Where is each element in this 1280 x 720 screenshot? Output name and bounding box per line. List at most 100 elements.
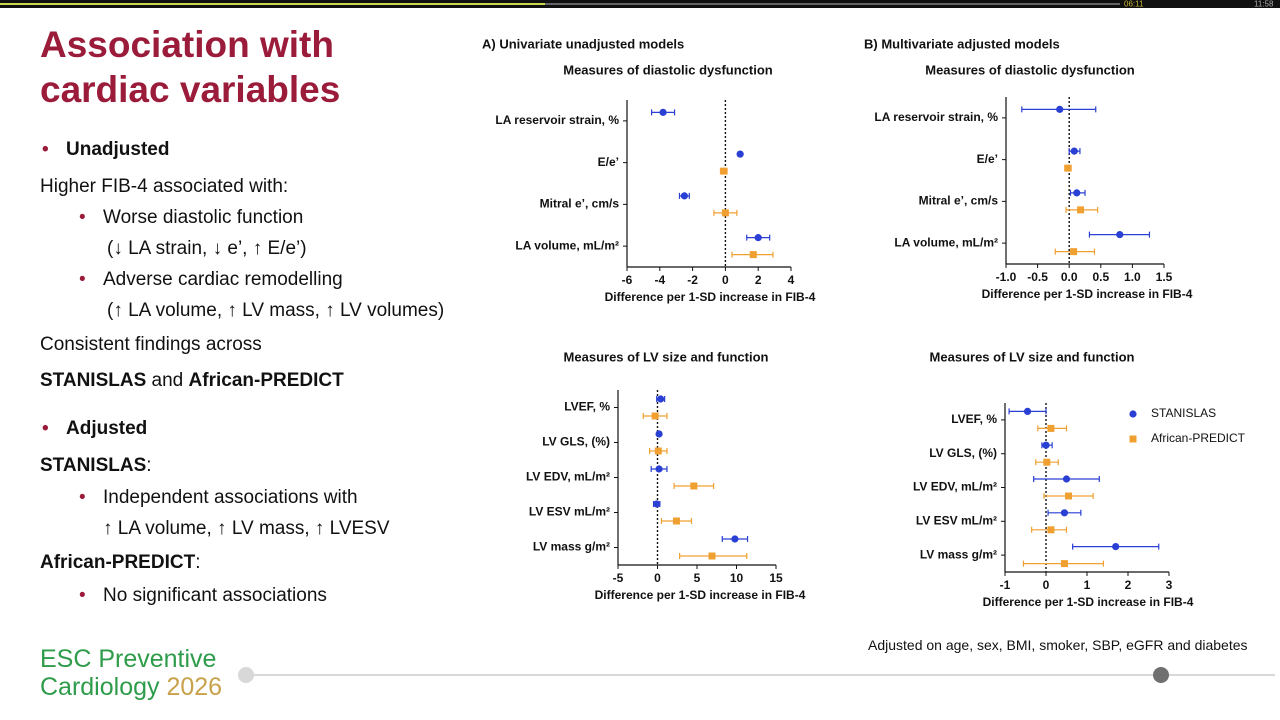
x-tick-label: 0 bbox=[722, 273, 729, 287]
y-tick-label: LVEF, % bbox=[564, 400, 610, 414]
text-line: STANISLAS: bbox=[40, 453, 152, 479]
point bbox=[654, 447, 662, 455]
x-tick-label: 10 bbox=[730, 571, 744, 585]
y-tick-label: LV ESV mL/m² bbox=[529, 505, 610, 519]
text-run: : bbox=[146, 455, 152, 476]
chart-title: Measures of diastolic dysfunction bbox=[925, 62, 1135, 77]
x-tick-label: -5 bbox=[613, 571, 624, 585]
y-tick-label: LV mass g/m² bbox=[920, 547, 997, 561]
x-tick-label: 0.0 bbox=[1061, 270, 1078, 284]
point bbox=[657, 395, 665, 403]
bullet: Adjusted bbox=[42, 416, 147, 442]
point bbox=[1070, 248, 1078, 256]
x-tick-label: 0 bbox=[654, 571, 661, 585]
panel-label: A) Univariate unadjusted models bbox=[482, 36, 684, 51]
point bbox=[1064, 164, 1072, 172]
point bbox=[721, 209, 729, 217]
bullet: Unadjusted bbox=[42, 137, 170, 163]
text-line: ↑ LA volume, ↑ LV mass, ↑ LVESV bbox=[103, 518, 390, 539]
x-tick-label: 5 bbox=[694, 571, 701, 585]
y-tick-label: LV ESV mL/m² bbox=[916, 513, 997, 527]
y-tick-label: LV GLS, (%) bbox=[929, 446, 997, 460]
video-progress bbox=[0, 3, 545, 5]
legend-marker bbox=[1129, 435, 1137, 443]
x-tick-label: 0 bbox=[1043, 578, 1050, 592]
point bbox=[736, 150, 744, 158]
video-elapsed: 06:11 bbox=[1124, 0, 1144, 9]
x-tick-label: -1.0 bbox=[996, 270, 1017, 284]
point bbox=[1056, 105, 1064, 113]
point bbox=[1023, 407, 1032, 415]
point bbox=[1116, 231, 1124, 239]
y-tick-label: Mitral e’, cm/s bbox=[540, 197, 620, 211]
y-tick-label: LV EDV, mL/m² bbox=[526, 470, 610, 484]
point bbox=[655, 430, 663, 438]
x-tick-label: 1.0 bbox=[1124, 270, 1141, 284]
y-tick-label: E/e’ bbox=[977, 152, 998, 166]
chart-title: Measures of LV size and function bbox=[564, 349, 769, 364]
legend-label: STANISLAS bbox=[1151, 406, 1216, 420]
point bbox=[720, 167, 728, 175]
x-tick-label: 0.5 bbox=[1092, 270, 1109, 284]
x-axis-label: Difference per 1-SD increase in FIB-4 bbox=[595, 588, 806, 602]
sub-bullet: Worse diastolic function bbox=[79, 205, 303, 231]
footer-dot bbox=[1153, 667, 1169, 683]
text-line: Consistent findings across bbox=[40, 334, 262, 355]
x-tick-label: 3 bbox=[1166, 578, 1173, 592]
x-tick-label: 15 bbox=[769, 571, 783, 585]
text-run: STANISLAS bbox=[40, 455, 147, 476]
x-tick-label: 2 bbox=[1125, 578, 1132, 592]
x-tick-label: -0.5 bbox=[1027, 270, 1048, 284]
point bbox=[1070, 147, 1078, 155]
point bbox=[1073, 189, 1081, 197]
footer-dot bbox=[238, 667, 254, 683]
point bbox=[708, 552, 716, 560]
y-tick-label: LVEF, % bbox=[951, 412, 997, 426]
point bbox=[659, 108, 667, 116]
y-tick-label: LA volume, mL/m² bbox=[515, 238, 619, 252]
point bbox=[1047, 424, 1055, 432]
y-tick-label: LV mass g/m² bbox=[533, 540, 610, 554]
y-tick-label: E/e’ bbox=[598, 155, 619, 169]
point bbox=[1065, 492, 1073, 500]
logo: Cardiology 2026 bbox=[40, 673, 222, 701]
x-axis-label: Difference per 1-SD increase in FIB-4 bbox=[983, 595, 1194, 609]
sub-bullet: Adverse cardiac remodelling bbox=[79, 267, 343, 293]
point bbox=[651, 412, 659, 420]
text-line: (↑ LA volume, ↑ LV mass, ↑ LV volumes) bbox=[107, 300, 445, 321]
point bbox=[690, 482, 698, 490]
x-tick-label: -1 bbox=[1000, 578, 1011, 592]
point bbox=[653, 500, 661, 508]
x-tick-label: 1.5 bbox=[1156, 270, 1173, 284]
logo-year: 2026 bbox=[166, 673, 223, 701]
panel-label: B) Multivariate adjusted models bbox=[864, 36, 1060, 51]
point bbox=[1060, 560, 1068, 568]
point bbox=[1112, 543, 1120, 551]
point bbox=[749, 251, 757, 259]
video-duration: 11:58 bbox=[1254, 0, 1274, 9]
sub-bullet: No significant associations bbox=[79, 583, 327, 609]
logo-text: Cardiology bbox=[40, 673, 160, 701]
text-line: STANISLAS and African-PREDICT bbox=[40, 368, 344, 394]
y-tick-label: Mitral e’, cm/s bbox=[919, 194, 999, 208]
text-line: African-PREDICT: bbox=[40, 550, 200, 576]
text-line: (↓ LA strain, ↓ e’, ↑ E/e’) bbox=[107, 238, 307, 259]
x-tick-label: 1 bbox=[1084, 578, 1091, 592]
point bbox=[731, 535, 739, 543]
text-run: : bbox=[195, 552, 201, 573]
x-tick-label: 2 bbox=[755, 273, 762, 287]
text-run: and bbox=[146, 370, 189, 391]
legend-label: African-PREDICT bbox=[1151, 431, 1246, 445]
x-tick-label: 4 bbox=[788, 273, 795, 287]
text-line: Higher FIB-4 associated with: bbox=[40, 176, 289, 197]
slide-title: Association with cardiac variables bbox=[40, 24, 341, 110]
chart-title: Measures of diastolic dysfunction bbox=[563, 62, 773, 77]
x-axis-label: Difference per 1-SD increase in FIB-4 bbox=[982, 287, 1193, 301]
y-tick-label: LA reservoir strain, % bbox=[495, 113, 619, 127]
sub-bullet: Independent associations with bbox=[79, 485, 358, 511]
x-axis-label: Difference per 1-SD increase in FIB-4 bbox=[605, 290, 816, 304]
y-tick-label: LA volume, mL/m² bbox=[894, 235, 998, 249]
chart-title: Measures of LV size and function bbox=[930, 349, 1135, 364]
point bbox=[1047, 526, 1055, 534]
